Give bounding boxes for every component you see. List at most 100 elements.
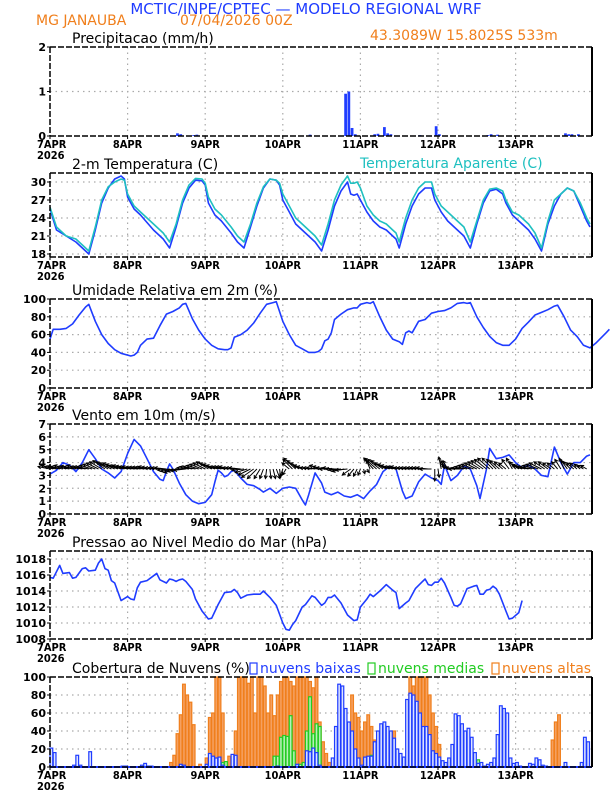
precip-bar (192, 135, 196, 136)
cloud-bar-nuvens-altas (178, 714, 183, 768)
wind-vector (72, 465, 86, 470)
wind-vector (418, 466, 432, 472)
x-tick-label: 11APR (342, 516, 379, 529)
wind-vector (82, 463, 96, 470)
y-tick-label: 21 (31, 230, 46, 243)
panel-title: Vento em 10m (m/s) (72, 408, 216, 424)
wind-vector (49, 465, 64, 470)
cloud-bar-nuvens-baixas (472, 751, 477, 768)
precip-bar (389, 134, 393, 136)
cloud-bar-nuvens-altas (246, 682, 251, 768)
cloud-bar-nuvens-baixas (424, 725, 429, 768)
cloud-bar-nuvens-altas (181, 683, 186, 768)
x-tick-label: 9APR (190, 516, 220, 529)
wind-vector (533, 461, 545, 470)
series-line-temperatura (49, 175, 591, 255)
wind-vector (454, 465, 468, 470)
cloud-bar-nuvens-baixas (450, 743, 455, 768)
wind-vector (334, 467, 348, 473)
cloud-bar-nuvens-altas (259, 676, 264, 768)
wind-vector (457, 464, 471, 470)
cloud-bar-nuvens-baixas (586, 741, 591, 768)
wind-vector (240, 468, 254, 478)
x-tick-label: 7APR (37, 516, 67, 529)
wind-vector (237, 468, 251, 476)
x-tick-label: 8APR (113, 259, 143, 272)
cloud-bar-nuvens-baixas (330, 757, 335, 768)
x-tick-label: 9APR (190, 390, 220, 403)
x-tick-label: 11APR (342, 259, 379, 272)
cloud-bar-nuvens-baixas (537, 759, 542, 768)
y-tick-label: 0 (38, 761, 46, 774)
wind-vector (460, 463, 474, 470)
cloud-bar-nuvens-baixas (447, 757, 452, 768)
x-tick-label: 10APR (265, 641, 302, 654)
x-tick-label: 7APR (37, 259, 67, 272)
cloud-bar-nuvens-baixas (456, 715, 461, 768)
wind-vector (185, 464, 199, 470)
cloud-bar-nuvens-medias (278, 736, 283, 768)
wind-vector (182, 465, 196, 470)
cloud-bar-nuvens-baixas (395, 748, 400, 768)
series-line-temperatura-aparente (49, 175, 591, 252)
wind-vector (528, 462, 542, 470)
x-tick-label: 7APR (37, 769, 67, 782)
x-tick-label: 11APR (342, 138, 379, 151)
precip-bar (350, 127, 354, 136)
wind-vector (192, 462, 206, 470)
x-tick-label: 12APR (420, 516, 457, 529)
wind-vector (515, 465, 529, 470)
cloud-bar-nuvens-altas (557, 714, 561, 768)
panel-title: Cobertura de Nuvens (%) (72, 661, 250, 677)
wind-vector (305, 465, 319, 471)
x-tick-label: 13APR (497, 516, 534, 529)
precip-bar (434, 126, 438, 136)
wind-vector (550, 460, 559, 470)
x-tick-label: 10APR (265, 516, 302, 529)
cloud-bar-nuvens-baixas (408, 692, 413, 768)
cloud-bar-nuvens-baixas (363, 756, 367, 768)
precip-bar (386, 133, 390, 136)
wind-vector (117, 465, 131, 470)
y-tick-label: 100 (23, 293, 46, 306)
cloud-bar-nuvens-baixas (463, 730, 468, 768)
y-tick-label: 2 (38, 482, 46, 495)
series-line-pnmm (49, 558, 523, 631)
wind-vector (363, 457, 377, 470)
wind-vector (365, 468, 370, 474)
precip-bar (564, 133, 567, 136)
cloud-bar-nuvens-altas (191, 724, 196, 768)
cloud-bar-nuvens-baixas (505, 712, 510, 768)
x-tick-label: 11APR (342, 769, 379, 782)
cloud-bar-nuvens-altas (324, 752, 329, 768)
panel-title: 2-m Temperatura (C) (72, 157, 218, 173)
precip-bar (376, 133, 380, 136)
cloud-bar-nuvens-baixas (333, 725, 338, 768)
cloud-bar-nuvens-medias (282, 734, 287, 768)
wind-vector (79, 464, 93, 470)
wind-vector (518, 465, 532, 470)
cloud-bar-nuvens-baixas (75, 754, 80, 768)
cloud-bar-nuvens-altas (269, 694, 274, 768)
y-tick-label: 5 (38, 444, 46, 457)
y-tick-label: 40 (31, 725, 47, 738)
x-tick-label: 12APR (420, 641, 457, 654)
cloud-bar-nuvens-baixas (460, 723, 464, 768)
wind-vector (366, 458, 381, 470)
cloud-bar-nuvens-baixas (466, 727, 471, 768)
x-tick-label: 12APR (420, 259, 457, 272)
wind-vector (92, 460, 106, 470)
precip-bar (567, 134, 571, 136)
precip-bar (496, 134, 499, 136)
cloud-bar-nuvens-medias (275, 755, 280, 768)
cloud-bar-nuvens-altas (262, 685, 267, 768)
precip-bar (353, 134, 357, 136)
y-tick-label: 1010 (15, 617, 46, 630)
x-tick-label: 10APR (265, 390, 302, 403)
wind-vector (562, 461, 571, 470)
cloud-bar-nuvens-baixas (230, 753, 235, 768)
x-tick-label: 13APR (497, 641, 534, 654)
y-tick-label: 80 (31, 689, 47, 702)
cloud-bar-nuvens-baixas (534, 757, 539, 768)
